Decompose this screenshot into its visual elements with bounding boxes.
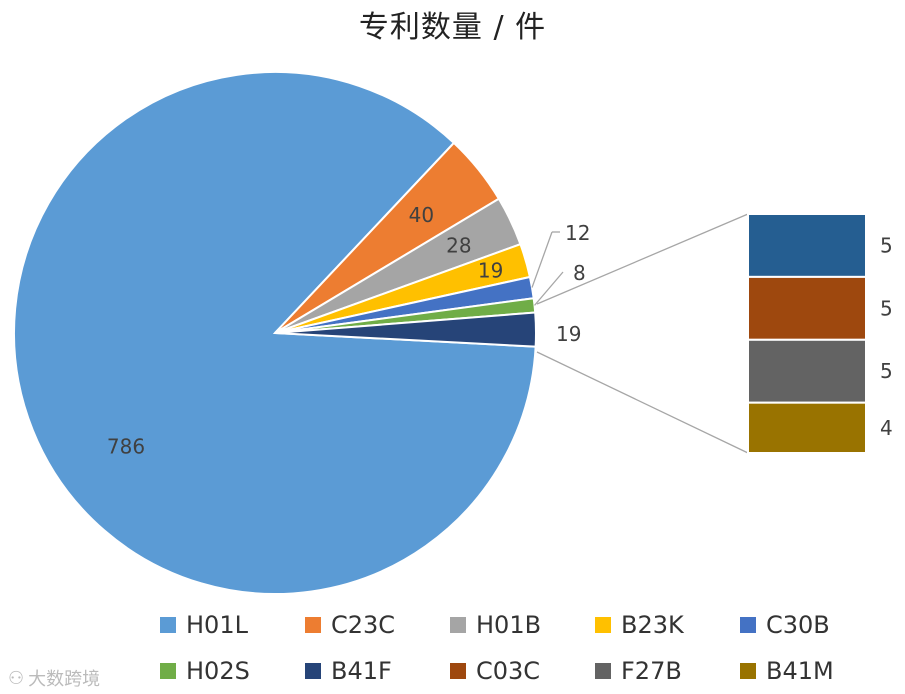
watermark-text: 大数跨境 [28,669,101,690]
callout-group [531,213,749,454]
pie-group [13,71,537,595]
connector-line-top [536,213,749,305]
bar-label-3: 4 [880,416,893,440]
legend-swatch [450,663,466,679]
leader-line-h02s [534,271,564,306]
watermark: ⚇ 大数跨境 [8,665,100,691]
legend-swatch [740,663,756,679]
pie-slice-b41f [274,311,537,348]
legend-swatch [160,617,176,633]
legend-item-b41f: B41F [305,657,392,685]
data-label-group: 786 40 28 19 12 8 19 5 5 5 4 [107,203,893,459]
legend-label: B41M [766,657,834,685]
bar-segment-0 [747,213,867,278]
data-label-c30b: 12 [565,221,590,245]
legend-label: H01L [186,611,248,639]
bar-segment-3 [747,401,867,454]
legend-item-h01b: H01B [450,611,542,639]
connector-line-bottom [536,351,749,454]
logo-icon: ⚇ [8,667,25,689]
legend-label: B41F [331,657,392,685]
data-label-h02s: 8 [573,261,586,285]
legend-swatch [305,617,321,633]
legend-item-h02s: H02S [160,657,250,685]
legend-swatch [595,617,611,633]
legend-item-c30b: C30B [740,611,830,639]
chart-title: 专利数量 / 件 [358,10,547,45]
legend-item-b23k: B23K [595,611,684,639]
legend-swatch [595,663,611,679]
legend-swatch [450,617,466,633]
data-label-h01b: 28 [446,234,471,258]
bar-of-pie-group [747,213,867,454]
legend-label: H02S [186,657,250,685]
bar-label-0: 5 [880,233,893,257]
leader-line-c30b [531,231,553,288]
legend-label: B23K [621,611,684,639]
data-label-c23c: 40 [409,203,434,227]
legend-item-h01l: H01L [160,611,248,639]
legend-item-f27b: F27B [595,657,682,685]
legend-label: F27B [621,657,682,685]
legend-item-b41m: B41M [740,657,834,685]
data-label-b41f: 19 [556,322,581,346]
legend-label: C23C [331,611,396,639]
legend-swatch [305,663,321,679]
data-label-h01l: 786 [107,435,145,459]
legend-swatch [740,617,756,633]
bar-segment-1 [747,275,867,341]
bar-label-2: 5 [880,359,893,383]
legend-item-c23c: C23C [305,611,396,639]
legend-item-c03c: C03C [450,657,541,685]
data-label-b23k: 19 [478,259,503,283]
bar-segment-2 [747,338,867,404]
legend-label: H01B [476,611,542,639]
legend-label: C30B [766,611,830,639]
legend-swatch [160,663,176,679]
legend-label: C03C [476,657,541,685]
bar-label-1: 5 [880,296,893,320]
